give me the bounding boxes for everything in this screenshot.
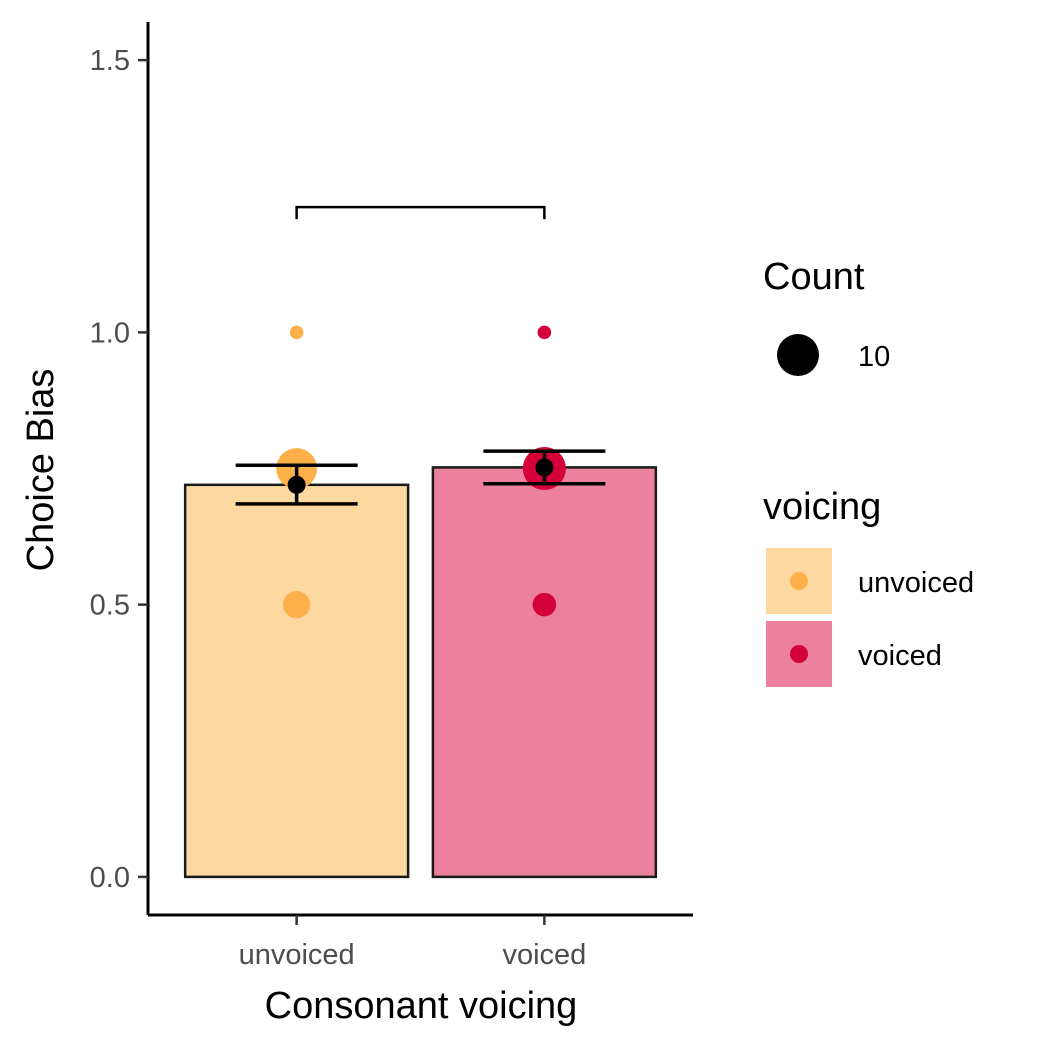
y-tick-label-2: 1.0 [90,317,130,349]
comparison-bracket [295,205,546,220]
x-axis-title: Consonant voicing [265,985,578,1027]
x-tick-label-unvoiced: unvoiced [239,939,355,971]
data-point-unvoiced-0 [289,325,304,340]
bar-voiced [431,466,658,879]
mean-point-voiced [535,458,554,477]
legend-size-key [777,334,819,376]
legend-size-title: Count [763,256,865,298]
y-tick-label-3: 1.5 [90,45,130,77]
data-point-voiced-2 [532,592,557,617]
legend-label-voiced: voiced [858,640,942,672]
mean-point-unvoiced [287,475,306,494]
legend-label-unvoiced: unvoiced [858,567,974,599]
legend-point-unvoiced [790,572,808,590]
y-tick-label-0: 0.0 [90,862,130,894]
legend-size-label: 10 [858,341,890,373]
legend-fill-title: voicing [763,486,881,528]
y-tick-label-1: 0.5 [90,590,130,622]
data-point-voiced-0 [537,325,552,340]
bar-unvoiced [183,483,410,879]
data-point-unvoiced-2 [283,591,311,619]
errors-layer [235,449,606,506]
legend: Count 10 voicing unvoiced voiced [763,256,974,687]
y-axis-title: Choice Bias [20,369,62,572]
x-tick-label-voiced: voiced [502,939,586,971]
axes-layer: 0.0 0.5 1.0 1.5 unvoiced voiced [90,22,693,971]
legend-point-voiced [790,645,808,663]
bars-layer [183,466,658,879]
bracket-line [295,205,546,220]
